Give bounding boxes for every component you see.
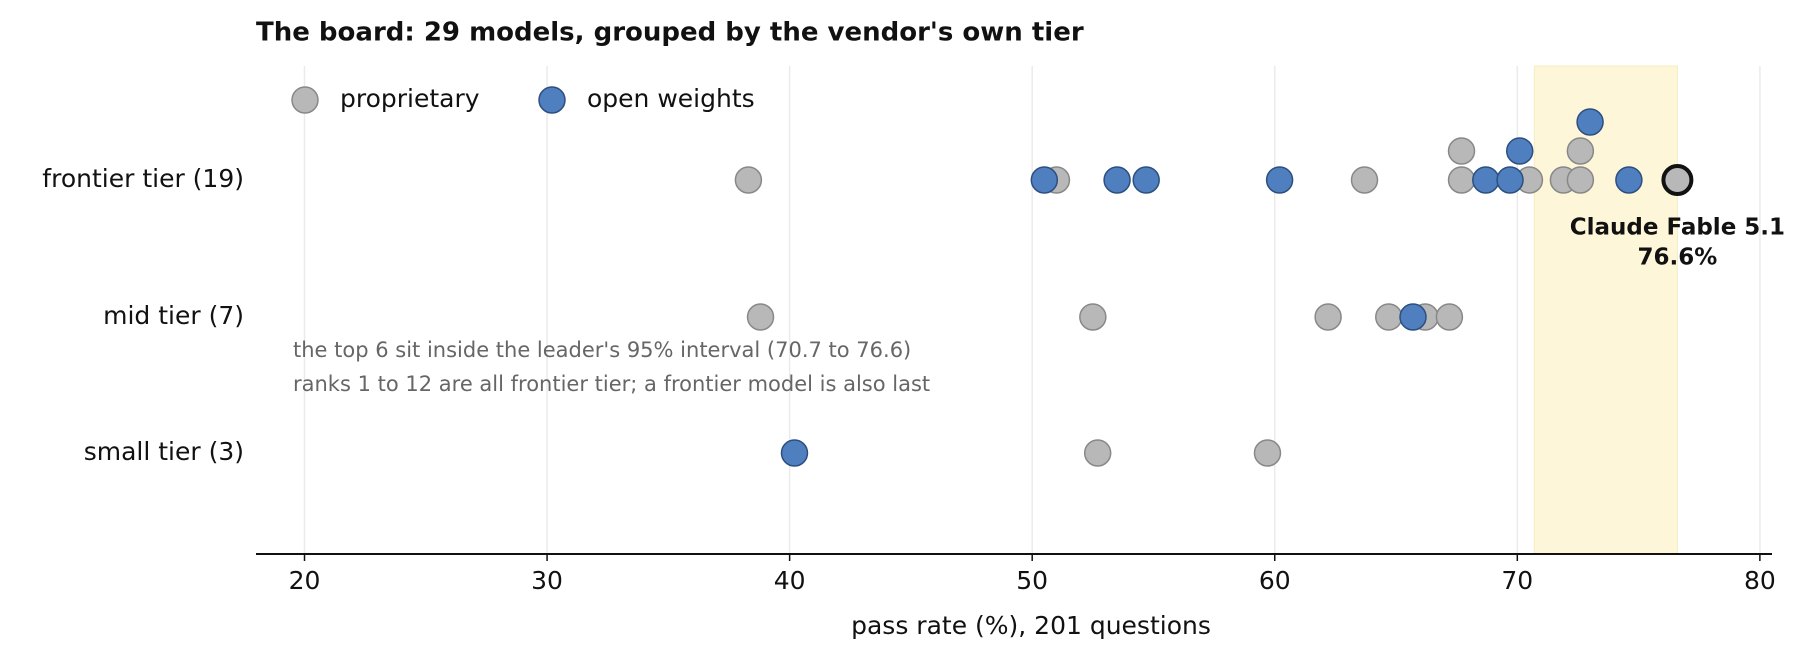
data-point (1132, 166, 1160, 194)
highlight-point (1661, 164, 1694, 196)
data-point (1566, 137, 1595, 165)
data-point (1030, 166, 1059, 194)
data-point (1314, 303, 1342, 331)
data-point (1265, 166, 1294, 194)
data-point (1253, 439, 1282, 467)
data-point (1472, 166, 1500, 194)
x-tick-label: 40 (774, 566, 806, 595)
legend-label: proprietary (340, 84, 480, 113)
data-point (1505, 137, 1534, 165)
x-tick-label: 70 (1501, 566, 1533, 595)
data-point (1079, 303, 1107, 331)
data-point (1576, 108, 1604, 136)
legend-marker (291, 86, 319, 114)
highlight-label: 76.6% (1638, 245, 1718, 271)
x-tick-label: 30 (531, 566, 563, 595)
annotation: ranks 1 to 12 are all frontier tier; a f… (293, 372, 930, 396)
interval-band (1533, 65, 1678, 555)
data-point (1103, 166, 1131, 194)
data-point (1447, 137, 1476, 165)
data-point (1615, 166, 1643, 194)
y-tick-label: frontier tier (19) (42, 164, 244, 193)
data-point (1435, 303, 1464, 331)
y-tick-label: small tier (3) (84, 437, 244, 466)
data-point (780, 439, 809, 467)
data-point (1566, 166, 1595, 194)
data-point (1496, 166, 1524, 194)
x-tick-label: 60 (1259, 566, 1291, 595)
x-tick-label: 80 (1744, 566, 1776, 595)
y-tick-label: mid tier (7) (103, 301, 244, 330)
data-point (746, 303, 775, 331)
legend-marker (538, 86, 566, 114)
data-point (1375, 303, 1403, 331)
chart-title: The board: 29 models, grouped by the ven… (256, 18, 1084, 48)
legend-label: open weights (587, 84, 755, 113)
data-point (1447, 166, 1476, 194)
x-axis-label: pass rate (%), 201 questions (851, 611, 1211, 640)
highlight-name: Claude Fable 5.1 (1570, 215, 1785, 241)
annotation: the top 6 sit inside the leader's 95% in… (293, 338, 911, 362)
data-point (1399, 303, 1427, 331)
data-point (1083, 439, 1112, 467)
data-point (1350, 166, 1379, 194)
x-tick-label: 50 (1016, 566, 1048, 595)
data-point (734, 166, 763, 194)
x-tick-label: 20 (289, 566, 321, 595)
